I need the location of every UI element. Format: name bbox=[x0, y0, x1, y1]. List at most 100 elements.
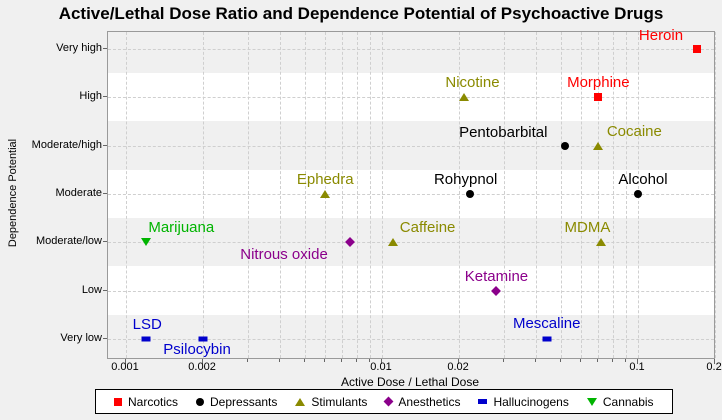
legend-label: Depressants bbox=[210, 394, 278, 409]
y-tick-label: Very low bbox=[60, 331, 102, 344]
x-tick-mark bbox=[458, 359, 460, 364]
x-gridline bbox=[626, 32, 628, 358]
legend-item-depressants: Depressants bbox=[196, 395, 277, 409]
legend-item-cannabis: Cannabis bbox=[586, 395, 654, 409]
pentobarbital-label: Pentobarbital bbox=[459, 123, 548, 141]
alcohol-label: Alcohol bbox=[618, 170, 668, 188]
cocaine-marker bbox=[593, 141, 604, 150]
y-gridline bbox=[108, 145, 714, 147]
legend-box: Narcotics Depressants Stimulants Anesthetic… bbox=[95, 389, 673, 414]
x-tick-mark bbox=[303, 359, 305, 362]
y-gridline bbox=[108, 193, 714, 195]
morphine-label: Morphine bbox=[567, 74, 630, 92]
x-tick-label: 0.02 bbox=[447, 361, 469, 373]
stimulants-legend-icon bbox=[295, 397, 306, 406]
lsd-label: LSD bbox=[132, 315, 162, 333]
heroin-label: Heroin bbox=[638, 27, 684, 44]
caffeine-marker bbox=[387, 238, 398, 247]
y-tick-mark bbox=[103, 48, 107, 49]
legend-item-hallucinogens: Hallucinogens bbox=[478, 394, 569, 409]
y-tick-mark bbox=[103, 144, 107, 146]
x-tick-label: 0.01 bbox=[370, 361, 392, 373]
plot-area: Heroin Morphine Nicotine Pentobarbital Cocai… bbox=[107, 27, 717, 359]
morphine-marker bbox=[594, 93, 603, 102]
legend-label: Stimulants bbox=[311, 394, 368, 409]
y-tick-mark bbox=[103, 337, 107, 339]
x-gridline bbox=[248, 32, 250, 358]
psilocybin-marker bbox=[198, 336, 208, 342]
nicotine-label: Nicotine bbox=[445, 74, 500, 92]
y-gridline bbox=[108, 242, 714, 244]
mdma-marker bbox=[596, 238, 607, 247]
x-tick-mark bbox=[714, 359, 716, 364]
narcotics-legend-icon bbox=[114, 397, 122, 406]
caffeine-label: Caffeine bbox=[399, 219, 456, 237]
x-gridline bbox=[598, 32, 600, 358]
y-gridline bbox=[108, 338, 714, 340]
depressants-legend-icon bbox=[196, 397, 205, 406]
lsd-marker bbox=[141, 336, 151, 342]
x-gridline bbox=[504, 32, 506, 358]
row-band bbox=[108, 121, 714, 170]
x-tick-mark bbox=[369, 359, 371, 362]
legend-label: Hallucinogens bbox=[493, 394, 569, 409]
ephedra-label: Ephedra bbox=[296, 170, 354, 188]
mescaline-marker bbox=[542, 336, 552, 342]
x-tick-mark bbox=[356, 359, 358, 362]
nicotine-marker bbox=[459, 93, 470, 102]
x-gridline bbox=[613, 32, 615, 358]
y-gridline bbox=[108, 97, 714, 99]
x-gridline bbox=[560, 32, 562, 358]
x-gridline bbox=[357, 32, 359, 358]
ephedra-marker bbox=[320, 189, 331, 198]
x-tick-mark bbox=[625, 359, 627, 362]
x-tick-mark bbox=[381, 359, 382, 364]
y-tick-label: Very high bbox=[56, 42, 102, 54]
x-tick-mark bbox=[247, 359, 249, 362]
cannabis-legend-icon bbox=[586, 397, 597, 406]
y-tick-mark bbox=[103, 96, 107, 98]
marijuana-marker bbox=[141, 238, 152, 247]
rohypnol-marker bbox=[465, 189, 474, 198]
legend-item-narcotics: Narcotics bbox=[114, 395, 178, 409]
x-tick-mark bbox=[503, 359, 505, 362]
x-tick-mark bbox=[324, 359, 326, 362]
x-tick-mark bbox=[279, 359, 281, 362]
chart-title: Active/Lethal Dose Ratio and Dependence … bbox=[58, 4, 664, 23]
x-axis-title: Active Dose / Lethal Dose bbox=[340, 375, 480, 389]
x-gridline bbox=[203, 32, 205, 358]
x-gridline bbox=[459, 32, 461, 358]
x-tick-mark bbox=[637, 359, 638, 364]
y-tick-label: Moderate bbox=[55, 186, 102, 199]
x-tick-label: 0.002 bbox=[188, 361, 216, 373]
y-tick-label: Moderate/high bbox=[31, 138, 102, 151]
row-band bbox=[108, 32, 714, 74]
heroin-marker bbox=[692, 45, 701, 53]
pentobarbital-marker bbox=[561, 141, 570, 150]
y-tick-label: High bbox=[79, 90, 102, 103]
legend-label: Narcotics bbox=[128, 394, 179, 409]
x-tick-mark bbox=[559, 359, 561, 362]
alcohol-marker bbox=[634, 189, 642, 198]
row-band bbox=[108, 218, 714, 267]
y-tick-mark bbox=[103, 241, 107, 243]
x-tick-mark bbox=[612, 359, 614, 362]
marijuana-label: Marijuana bbox=[148, 219, 215, 237]
y-tick-mark bbox=[103, 192, 107, 194]
x-gridline bbox=[342, 32, 344, 358]
y-tick-mark bbox=[103, 289, 107, 291]
x-gridline bbox=[382, 32, 383, 358]
legend-label: Anesthetics bbox=[398, 394, 461, 409]
nitrous-oxide-label: Nitrous oxide bbox=[240, 246, 328, 264]
psilocybin-label: Psilocybin bbox=[163, 340, 231, 358]
ketamine-label: Ketamine bbox=[464, 267, 529, 285]
x-tick-mark bbox=[580, 359, 582, 362]
y-tick-label: Low bbox=[81, 283, 102, 296]
y-tick-label: Moderate/low bbox=[35, 235, 102, 248]
x-tick-label: 0.001 bbox=[111, 361, 139, 373]
y-gridline bbox=[108, 49, 714, 50]
x-gridline bbox=[280, 32, 282, 358]
x-tick-mark bbox=[341, 359, 343, 362]
y-gridline bbox=[108, 290, 714, 292]
